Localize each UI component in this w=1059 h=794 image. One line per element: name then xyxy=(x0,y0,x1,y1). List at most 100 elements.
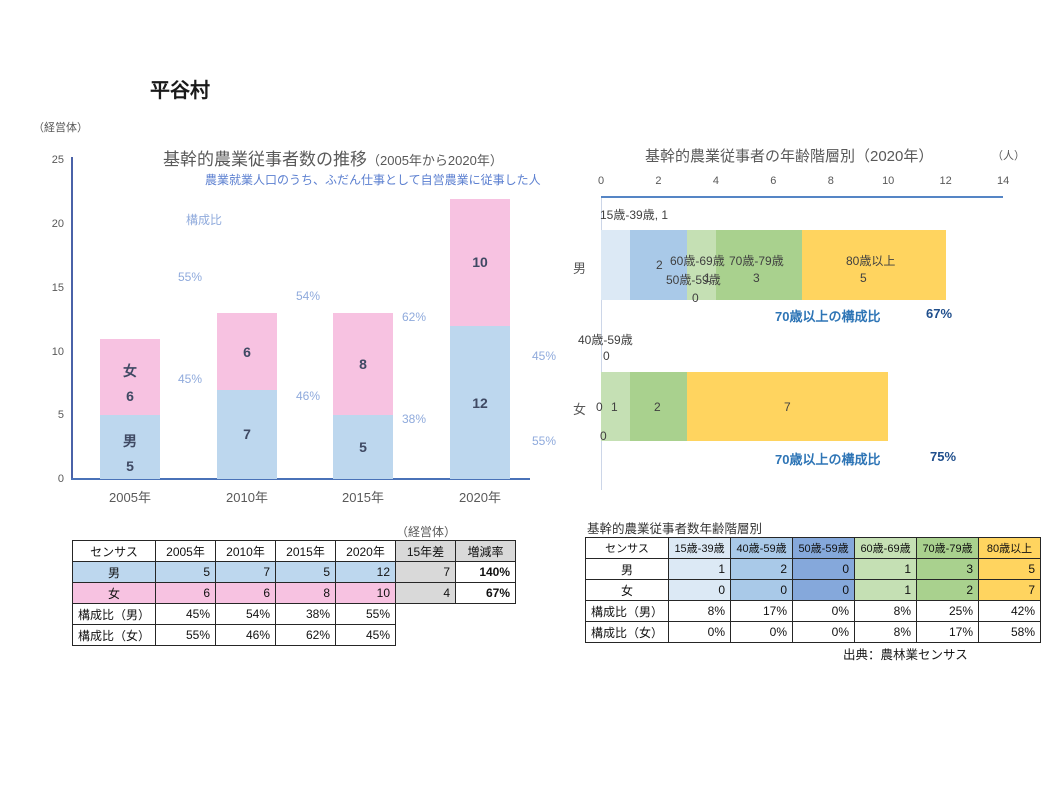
trend-table-value: 5 xyxy=(275,561,337,583)
age-table-header: センサス xyxy=(584,537,670,559)
trend-table-value: 5 xyxy=(155,561,217,583)
age-table-value: 1 xyxy=(854,558,918,580)
trend-table-empty xyxy=(396,604,456,625)
male-series-name: 男 xyxy=(123,433,137,450)
age-table: センサス 15歳-39歳 40歳-59歳 50歳-59歳 60歳-69歳 70歳-79歳 8… xyxy=(584,537,1042,643)
trend-y-tick: 5 xyxy=(57,409,64,422)
female-over70-value: 75% xyxy=(930,449,957,464)
trend-chart-title: 基幹的農業従事者数の推移（2005年から2020年） xyxy=(163,145,503,170)
age-table-value: 7 xyxy=(978,579,1042,601)
age-x-tick: 10 xyxy=(882,175,895,187)
female-pct-label: 55% xyxy=(178,270,203,284)
age-bar-segment-male xyxy=(629,230,688,300)
age-bar-segment-female xyxy=(601,372,630,441)
trend-table-diff: 4 xyxy=(395,582,457,604)
trend-table-table: センサス 2005年 2010年 2015年 2020年 15年差 増減率男 5 7 5 12 7 14… xyxy=(71,540,517,646)
female-bar-segment xyxy=(333,313,393,416)
trend-table-value: 45% xyxy=(335,624,397,646)
trend-table-row-label: 男 xyxy=(71,561,157,583)
left-table-unit-label: （経営体） xyxy=(396,525,457,539)
trend-table-rate: 140% xyxy=(455,561,517,583)
kouseihi-label: 構成比 xyxy=(186,213,223,227)
age-female-data-label: 7 xyxy=(784,400,791,414)
trend-table-value: 10 xyxy=(335,582,397,604)
male-value-label: 5 xyxy=(359,439,367,456)
age-table-value: 5 xyxy=(978,558,1042,580)
trend-table-rate: 67% xyxy=(455,582,517,604)
female-value-label: 6 xyxy=(243,343,251,360)
age-table-value: 0 xyxy=(792,558,856,580)
trend-table-header: 2010年 xyxy=(215,540,277,562)
female-over70-text: 70歳以上の構成比 xyxy=(775,452,881,467)
age-table-value: 0% xyxy=(668,621,732,643)
age-bar-segment-female xyxy=(629,372,688,441)
male-over70-text: 70歳以上の構成比 xyxy=(775,309,881,324)
trend-table-value: 6 xyxy=(155,582,217,604)
age-table-value: 17% xyxy=(916,621,980,643)
trend-table-header: 2020年 xyxy=(335,540,397,562)
age-x-tick: 8 xyxy=(827,175,834,187)
male-pct-label: 38% xyxy=(402,412,427,426)
male-bar-segment xyxy=(100,415,160,479)
page-title: 平谷村 xyxy=(150,80,210,102)
age-table-header: 15歳-39歳 xyxy=(668,537,732,559)
age-bar-segment-female xyxy=(687,372,889,441)
age-x-tick: 6 xyxy=(770,175,777,187)
source-text: 出典：農林業センサス xyxy=(843,648,968,662)
age-table-row-label: 構成比（男） xyxy=(584,600,670,622)
trend-chart-title-paren: （2005年から2020年） xyxy=(367,153,503,168)
trend-table-value: 54% xyxy=(215,603,277,625)
trend-table-empty xyxy=(456,625,516,646)
age-cat-female-label: 女 xyxy=(573,402,587,417)
male-value-label: 12 xyxy=(472,394,488,411)
trend-x-category: 2005年 xyxy=(109,490,151,505)
age-male-data-label: 0 xyxy=(692,291,699,305)
age-table-value: 8% xyxy=(854,600,918,622)
age-x-tick: 2 xyxy=(655,175,662,187)
female-value-label: 10 xyxy=(472,254,488,271)
age-male-data-label: 50歳-59歳 xyxy=(666,273,721,287)
age-table-header: 80歳以上 xyxy=(978,537,1042,559)
age-male-data-label: 80歳以上 xyxy=(846,254,896,268)
female-series-name: 女 xyxy=(123,363,137,379)
trend-table-value: 6 xyxy=(215,582,277,604)
female-pct-label: 62% xyxy=(402,310,427,324)
male-bar-segment xyxy=(450,326,510,479)
female-value-label: 6 xyxy=(126,388,134,404)
male-pct-label: 45% xyxy=(178,372,203,386)
trend-y-tick: 0 xyxy=(57,473,64,485)
trend-y-tick: 15 xyxy=(51,281,64,294)
male-over70-value: 67% xyxy=(926,306,953,321)
age-female-data-label: 0 xyxy=(600,429,607,443)
age-x-axis-line xyxy=(601,196,1003,198)
trend-table-value: 46% xyxy=(215,624,277,646)
trend-chart-title-main: 基幹的農業従事者数の推移 xyxy=(163,150,367,169)
male-bar-segment xyxy=(333,415,393,479)
female-pct-label: 45% xyxy=(532,349,557,363)
age-female-data-label: 2 xyxy=(654,400,661,414)
trend-table-header: 増減率 xyxy=(455,540,517,562)
trend-table-value: 62% xyxy=(275,624,337,646)
age-table-value: 8% xyxy=(854,621,918,643)
age-table-value: 17% xyxy=(730,600,794,622)
female-pct-label: 54% xyxy=(296,289,321,303)
trend-x-axis-line xyxy=(71,478,530,480)
age-male-data-label: 5 xyxy=(860,271,867,285)
age-female-data-label: 1 xyxy=(611,400,618,414)
trend-y-tick: 20 xyxy=(51,218,64,230)
trend-table-value: 55% xyxy=(155,624,217,646)
age-bar-segment-male xyxy=(601,230,630,300)
trend-table-header: 2015年 xyxy=(275,540,337,562)
trend-table-row-label: 女 xyxy=(71,582,157,604)
trend-table-value: 12 xyxy=(335,561,397,583)
age-female-data-label: 0 xyxy=(603,349,610,363)
age-chart-unit-label: （人） xyxy=(992,150,1025,162)
trend-table-row-label: 構成比（男） xyxy=(71,603,157,625)
male-pct-label: 46% xyxy=(296,389,321,403)
age-bar-segment-male xyxy=(715,230,803,300)
trend-table-value: 45% xyxy=(155,603,217,625)
age-table-value: 0% xyxy=(730,621,794,643)
age-table-row-label: 女 xyxy=(584,579,670,601)
age-x-tick: 4 xyxy=(712,175,719,187)
age-category-axis-line xyxy=(601,198,602,490)
